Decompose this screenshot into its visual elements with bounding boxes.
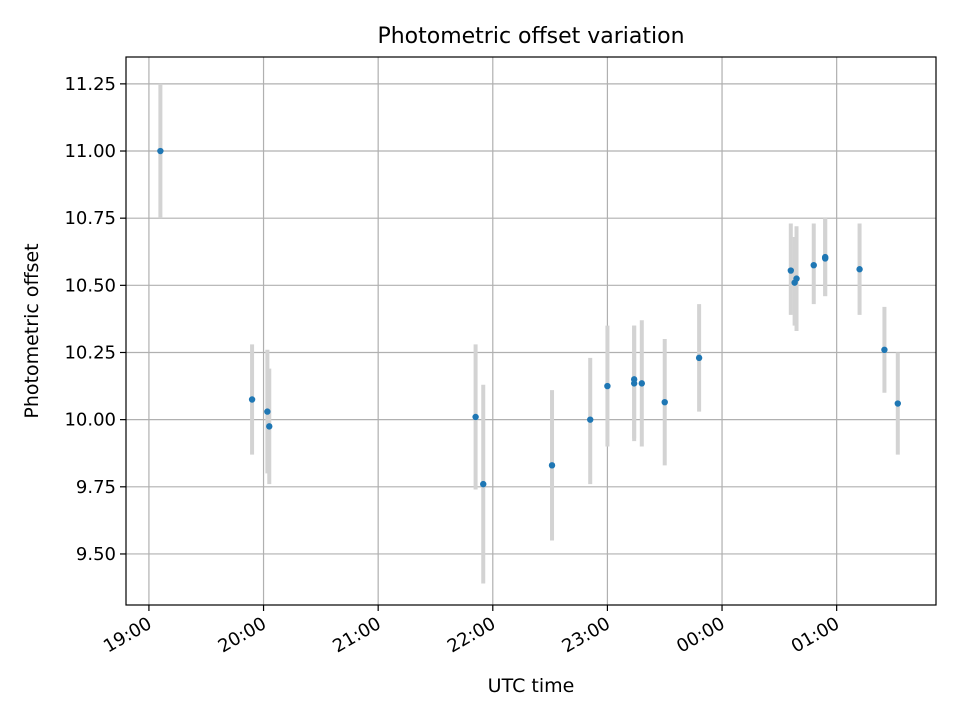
y-tick-label: 10.50 — [64, 275, 116, 296]
data-point — [695, 354, 703, 362]
y-tick-label: 9.75 — [76, 477, 116, 498]
data-point — [604, 382, 611, 390]
x-axis-label: UTC time — [488, 675, 575, 697]
y-tick-label: 10.75 — [64, 208, 116, 229]
data-point — [821, 253, 829, 261]
data-point — [480, 480, 487, 488]
data-points — [157, 147, 901, 488]
data-point — [881, 346, 888, 354]
y-tick-label: 11.25 — [64, 74, 116, 95]
y-axis: 9.50 9.75 10.00 10.25 10.50 10.75 11.00 11.25 — [64, 74, 126, 565]
data-point — [548, 462, 556, 469]
data-point — [266, 423, 273, 430]
y-tick-label: 11.00 — [64, 141, 116, 162]
y-tick-label: 10.00 — [64, 410, 116, 431]
data-point — [856, 266, 863, 273]
data-point — [264, 408, 271, 415]
data-point — [810, 261, 817, 269]
plot-frame — [125, 56, 937, 606]
chart-title: Photometric offset variation — [377, 24, 684, 49]
data-point — [630, 376, 638, 383]
data-point — [661, 398, 668, 406]
data-point — [248, 396, 256, 403]
data-point — [894, 400, 901, 407]
data-point — [638, 380, 646, 387]
data-point — [472, 413, 479, 421]
y-tick-label: 10.25 — [64, 342, 116, 363]
y-axis-label: Photometric offset — [21, 243, 43, 418]
data-point — [587, 416, 594, 423]
data-point — [157, 147, 164, 155]
data-point — [793, 275, 800, 282]
data-point — [787, 267, 795, 274]
y-tick-label: 9.50 — [76, 544, 116, 565]
